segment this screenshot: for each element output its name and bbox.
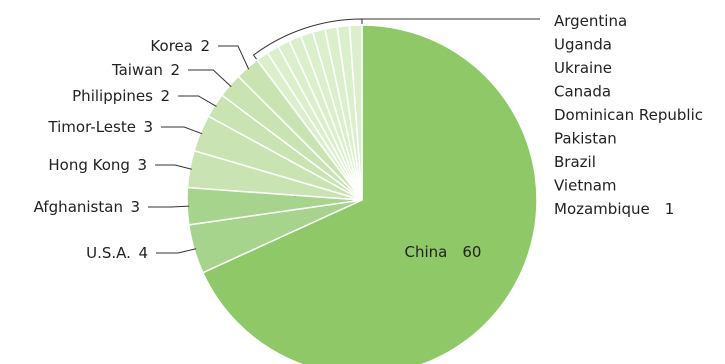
leader-line-philippines bbox=[178, 95, 217, 107]
grouped-label-vietnam: Vietnam bbox=[554, 177, 617, 195]
leader-lines bbox=[148, 45, 250, 254]
leader-line-afghanistan bbox=[148, 205, 190, 208]
leader-line-taiwan bbox=[188, 69, 232, 88]
pie-slice-argentina bbox=[348, 24, 363, 201]
leader-line-timor-leste bbox=[161, 126, 203, 135]
pie-slices bbox=[186, 24, 538, 364]
grouped-label-canada: Canada bbox=[554, 83, 611, 101]
pie-slice-china bbox=[201, 24, 538, 364]
slice-labels: China 60 U.S.A. 4 Afghanistan 3 Hong Kong 3… bbox=[34, 37, 482, 262]
slice-label-hong-kong: Hong Kong 3 bbox=[48, 156, 147, 174]
slice-label-china: China 60 bbox=[405, 243, 482, 261]
grouped-label-pakistan: Pakistan bbox=[554, 130, 617, 148]
grouped-label-dominican-republic: Dominican Republic bbox=[554, 106, 703, 124]
grouped-label-brazil: Brazil bbox=[554, 153, 596, 171]
grouped-bracket bbox=[252, 18, 363, 60]
grouped-label-mozambique: Mozambique 1 bbox=[554, 200, 674, 218]
grouped-label-ukraine: Ukraine bbox=[554, 59, 612, 77]
leader-line-hong-kong bbox=[155, 164, 192, 170]
slice-label-korea: Korea 2 bbox=[150, 37, 210, 55]
leader-line-u-s-a bbox=[156, 248, 197, 254]
slice-label-afghanistan: Afghanistan 3 bbox=[34, 198, 140, 216]
slice-label-timor-leste: Timor-Leste 3 bbox=[47, 118, 153, 136]
slice-label-philippines: Philippines 2 bbox=[72, 87, 170, 105]
slice-label-taiwan: Taiwan 2 bbox=[111, 61, 180, 79]
grouped-label-uganda: Uganda bbox=[554, 36, 612, 54]
grouped-slice-labels: Argentina Uganda Ukraine Canada Dominican Re… bbox=[252, 12, 703, 218]
slice-label-u-s-a: U.S.A. 4 bbox=[86, 244, 148, 262]
grouped-label-argentina: Argentina bbox=[554, 12, 627, 30]
leader-line-korea bbox=[218, 45, 250, 70]
